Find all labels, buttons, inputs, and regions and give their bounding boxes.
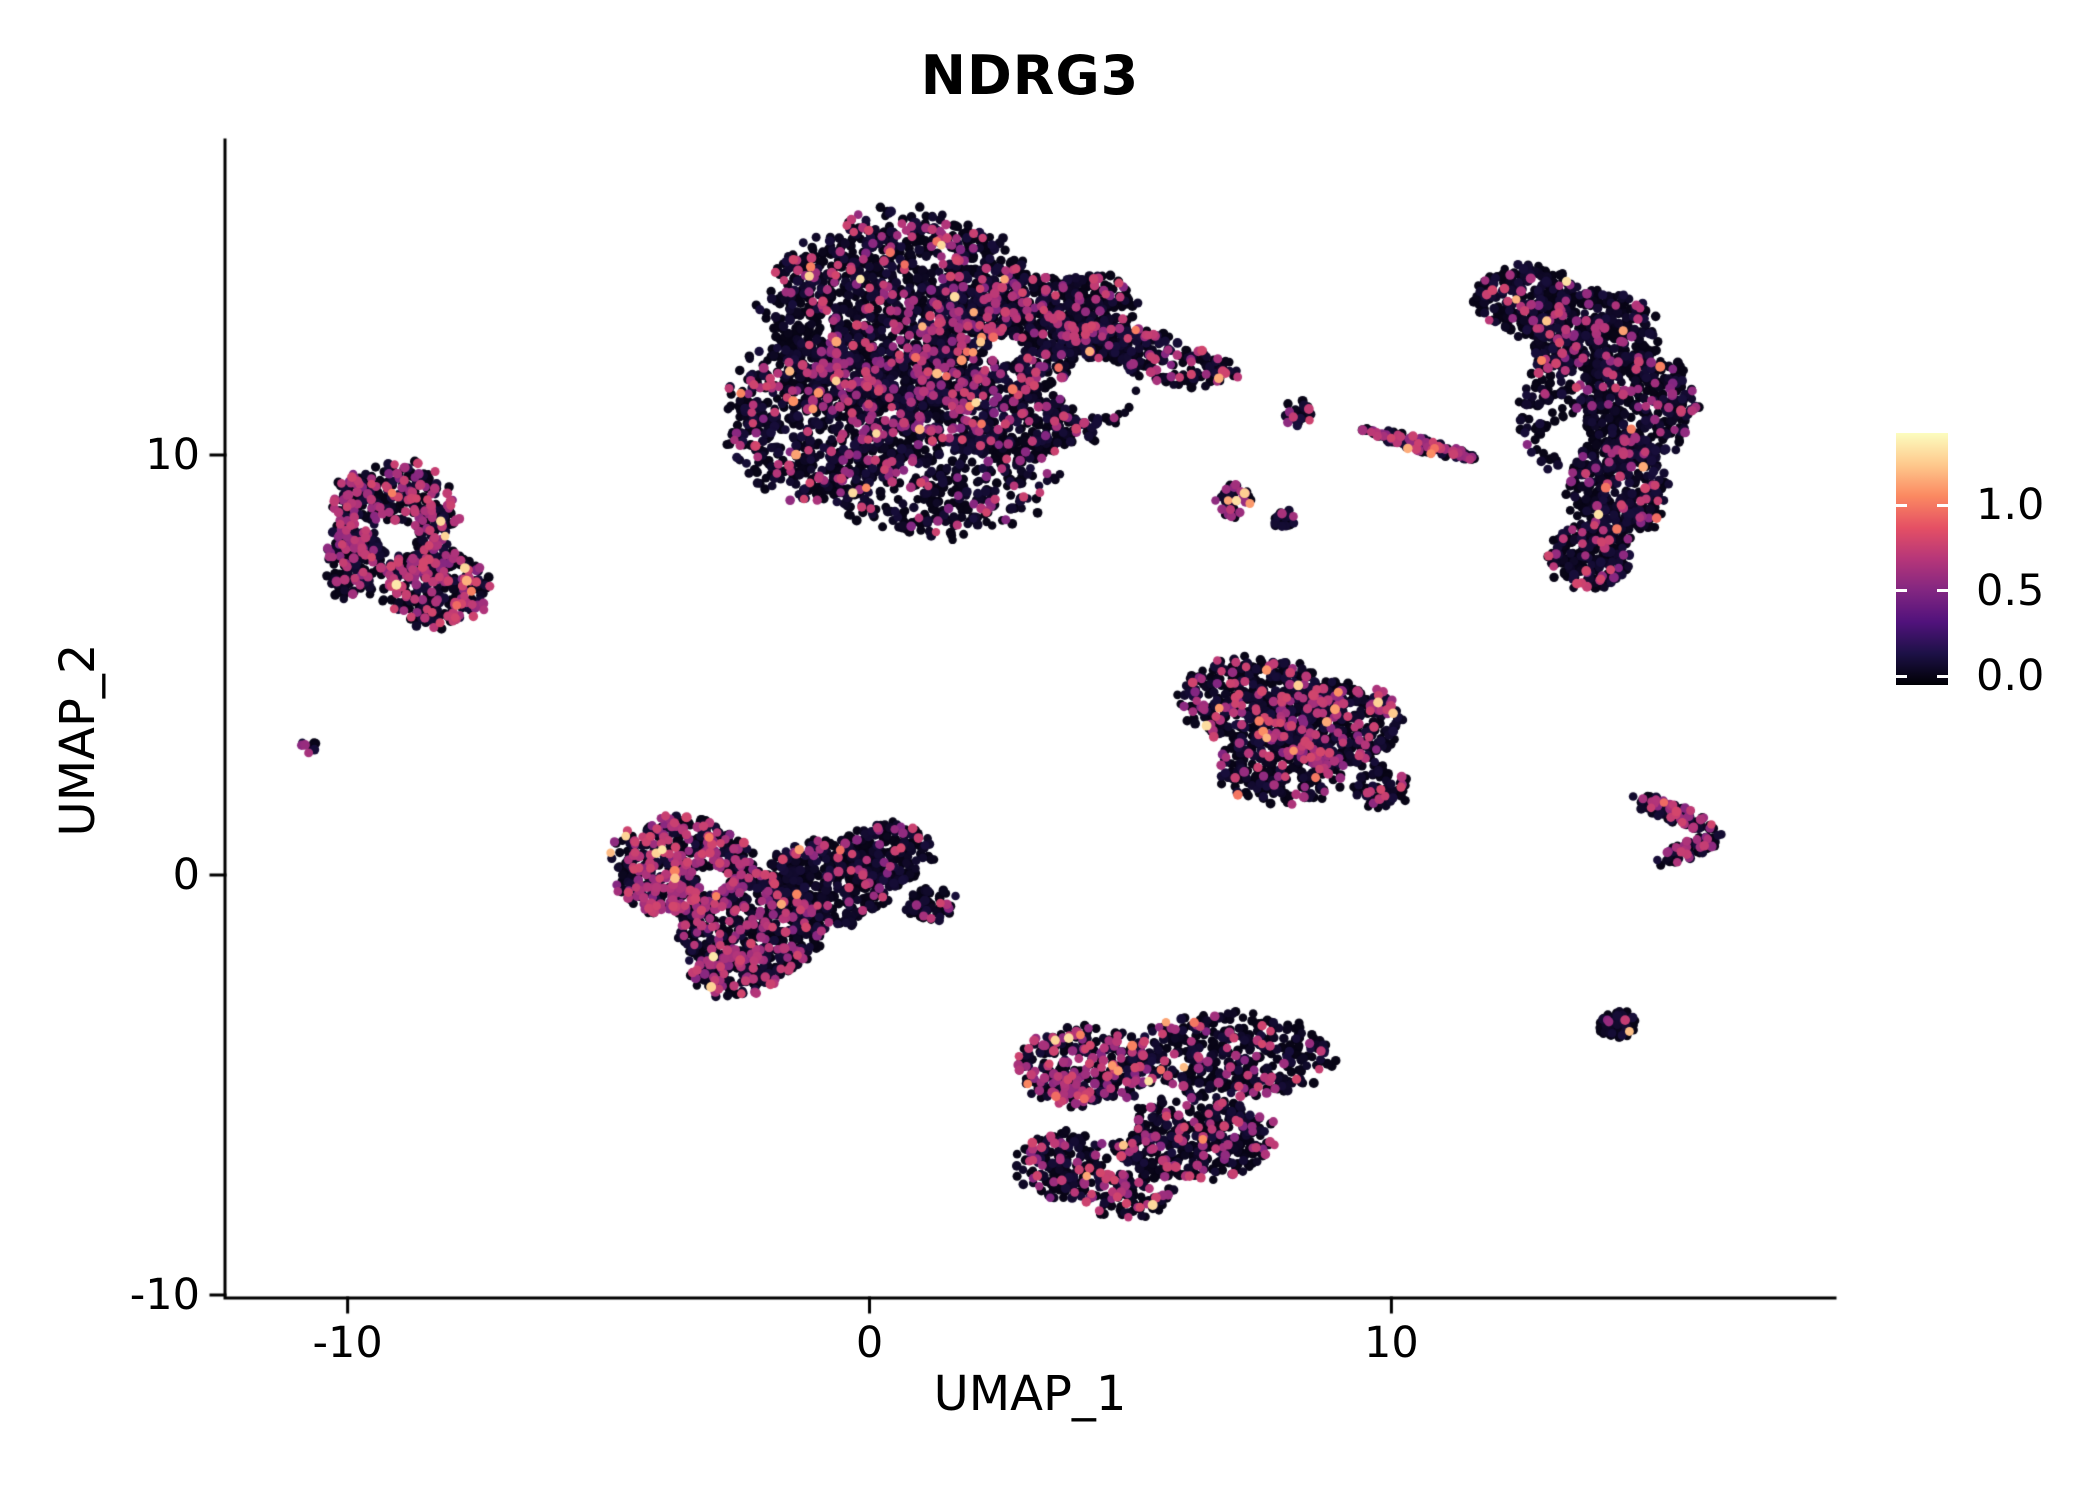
x-tick-label: 0 xyxy=(855,1318,884,1368)
plot-title: NDRG3 xyxy=(920,44,1140,107)
legend-tick-mark xyxy=(1896,503,1907,507)
legend-tick-label: 1.0 xyxy=(1976,480,2045,530)
legend-tick-mark xyxy=(1937,589,1948,593)
y-tick-label: 10 xyxy=(145,430,200,481)
legend-tick-mark xyxy=(1896,589,1907,593)
x-axis-label: UMAP_1 xyxy=(933,1366,1127,1422)
legend-gradient-bar xyxy=(1896,433,1948,685)
x-tick-label: -10 xyxy=(312,1318,383,1368)
x-tick-label: 10 xyxy=(1364,1318,1419,1368)
legend-tick-mark xyxy=(1937,674,1948,678)
legend-tick-label: 0.0 xyxy=(1976,651,2045,702)
y-tick-label: -10 xyxy=(129,1270,200,1321)
y-axis-label: UMAP_2 xyxy=(50,643,106,837)
legend-tick-label: 0.5 xyxy=(1976,565,2045,616)
y-tick-label: 0 xyxy=(172,850,200,901)
legend-tick-mark xyxy=(1937,503,1948,507)
legend-tick-mark xyxy=(1896,674,1907,678)
